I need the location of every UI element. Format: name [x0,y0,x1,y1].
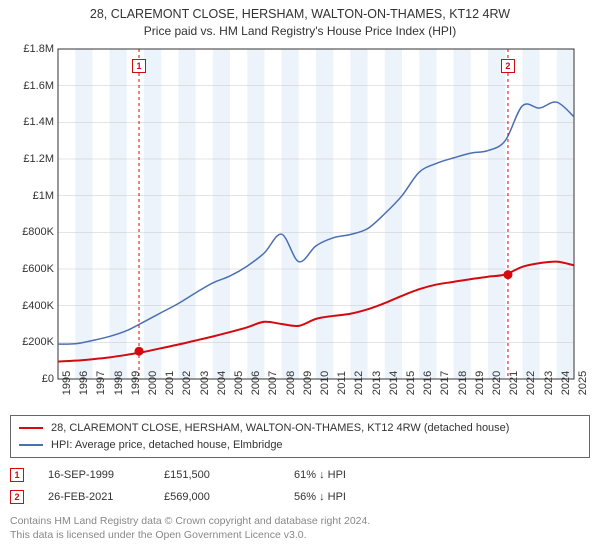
attribution-line-1: Contains HM Land Registry data © Crown c… [10,514,590,528]
legend-swatch-hpi [19,444,43,446]
event-price: £151,500 [164,469,294,481]
legend-label-hpi: HPI: Average price, detached house, Elmb… [51,437,283,454]
chart: 12 £0£200K£400K£600K£800K£1M£1.2M£1.4M£1… [10,45,580,411]
y-tick: £1.4M [10,116,54,128]
title-line-1: 28, CLAREMONT CLOSE, HERSHAM, WALTON-ON-… [10,6,590,23]
event-marker-2: 2 [501,59,515,73]
event-row: 226-FEB-2021£569,00056% ↓ HPI [10,486,590,508]
y-tick: £400K [10,300,54,312]
title-line-2: Price paid vs. HM Land Registry's House … [10,23,590,39]
y-tick: £1M [10,190,54,202]
event-date: 26-FEB-2021 [24,491,164,503]
attribution-line-2: This data is licensed under the Open Gov… [10,528,590,542]
events-table: 116-SEP-1999£151,50061% ↓ HPI226-FEB-202… [10,464,590,508]
legend-label-property: 28, CLAREMONT CLOSE, HERSHAM, WALTON-ON-… [51,420,509,437]
event-delta: 61% ↓ HPI [294,469,414,481]
y-tick: £800K [10,226,54,238]
event-marker-1: 1 [132,59,146,73]
event-price: £569,000 [164,491,294,503]
event-date: 16-SEP-1999 [24,469,164,481]
x-tick: 2025 [577,371,600,395]
legend: 28, CLAREMONT CLOSE, HERSHAM, WALTON-ON-… [10,415,590,458]
legend-swatch-property [19,427,43,429]
y-tick: £0 [10,373,54,385]
legend-row-hpi: HPI: Average price, detached house, Elmb… [19,437,581,454]
y-tick: £200K [10,336,54,348]
y-tick: £1.6M [10,80,54,92]
plot-area: 12 [58,49,574,379]
legend-row-property: 28, CLAREMONT CLOSE, HERSHAM, WALTON-ON-… [19,420,581,437]
event-row-marker: 2 [10,490,24,504]
attribution: Contains HM Land Registry data © Crown c… [10,514,590,542]
event-row: 116-SEP-1999£151,50061% ↓ HPI [10,464,590,486]
y-tick: £1.2M [10,153,54,165]
event-delta: 56% ↓ HPI [294,491,414,503]
chart-title: 28, CLAREMONT CLOSE, HERSHAM, WALTON-ON-… [10,6,590,39]
y-tick: £1.8M [10,43,54,55]
event-row-marker: 1 [10,468,24,482]
y-tick: £600K [10,263,54,275]
